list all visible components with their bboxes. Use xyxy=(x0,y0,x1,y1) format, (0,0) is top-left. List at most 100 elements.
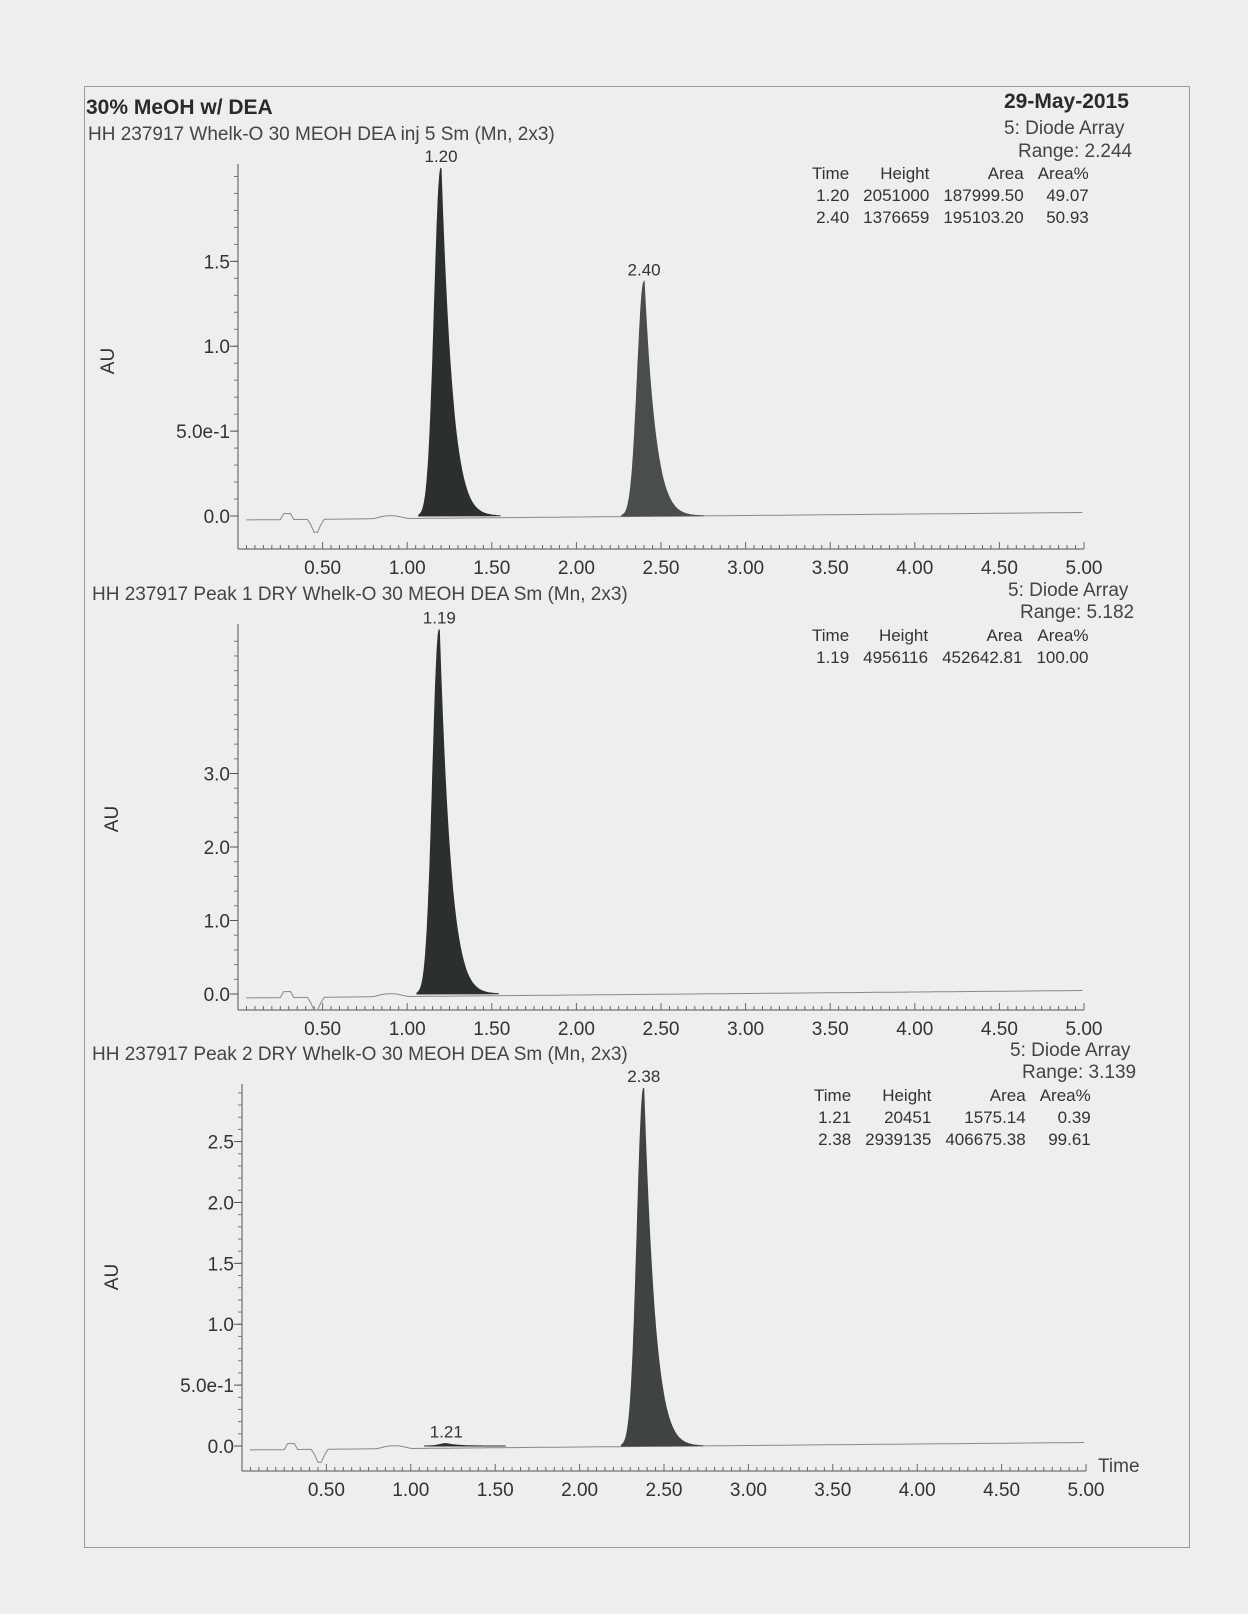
x-tick-label: 1.00 xyxy=(389,558,426,579)
x-tick-label: 3.00 xyxy=(727,558,764,579)
table-header-time: Time xyxy=(812,626,850,645)
chart-1-detector: 5: Diode Array xyxy=(1004,118,1125,139)
table-cell: 187999.50 xyxy=(943,186,1024,205)
report-title: 30% MeOH w/ DEA xyxy=(86,96,273,119)
y-tick-label: 2.0 xyxy=(204,838,230,859)
table-header-area: Area xyxy=(987,164,1024,183)
x-tick-label: 2.50 xyxy=(643,1019,680,1040)
x-tick-label: 4.00 xyxy=(899,1480,936,1501)
y-tick-label: 0.0 xyxy=(204,985,230,1006)
y-tick-label: 1.5 xyxy=(208,1254,234,1275)
x-tick-label: 4.00 xyxy=(896,1019,933,1040)
report-frame xyxy=(84,86,1190,1548)
table-cell: 2.38 xyxy=(818,1130,852,1149)
x-tick-label: 4.50 xyxy=(983,1480,1020,1501)
table-cell: 2051000 xyxy=(863,186,930,205)
x-tick-label: 3.50 xyxy=(812,1019,849,1040)
baseline-trace xyxy=(245,990,1083,1011)
y-tick-label: 5.0e-1 xyxy=(180,1376,234,1397)
x-tick-label: 2.00 xyxy=(561,1480,598,1501)
table-cell: 2.40 xyxy=(816,208,850,227)
table-cell: 406675.38 xyxy=(945,1130,1026,1149)
chart-2-peak-table: Time Height Area Area% 1.19 4956116 452642.81 1… xyxy=(798,624,1090,670)
chart-1-range: Range: 2.244 xyxy=(1018,141,1133,162)
chart-3-subtitle: HH 237917 Peak 2 DRY Whelk-O 30 MEOH DEA… xyxy=(92,1044,628,1065)
chart-2-range: Range: 5.182 xyxy=(1020,602,1135,623)
table-cell: 99.61 xyxy=(1048,1130,1091,1149)
table-cell: 1376659 xyxy=(863,208,930,227)
x-tick-label: 2.50 xyxy=(646,1480,683,1501)
chart-1-peak-table: Time Height Area Area% 1.20 2051000 187999.50 4… xyxy=(798,162,1091,230)
x-tick-label: 4.00 xyxy=(896,558,933,579)
chart-2-peak-label-1: 1.19 xyxy=(423,608,456,627)
chart-2-subtitle: HH 237917 Peak 1 DRY Whelk-O 30 MEOH DEA… xyxy=(92,584,628,605)
chart-3-peak-2 xyxy=(620,1087,704,1447)
x-tick-label: 1.00 xyxy=(389,1019,426,1040)
table-header-time: Time xyxy=(814,1086,852,1105)
table-row: 1.20 2051000 187999.50 49.07 xyxy=(800,186,1089,206)
table-row: 2.38 2939135 406675.38 99.61 xyxy=(802,1130,1091,1150)
x-tick-label: 0.50 xyxy=(304,558,341,579)
chart-3-peak-label-1: 1.21 xyxy=(430,1423,463,1442)
table-row: 1.19 4956116 452642.81 100.00 xyxy=(800,648,1088,668)
table-cell: 195103.20 xyxy=(943,208,1024,227)
y-tick-label: 1.0 xyxy=(208,1315,234,1336)
table-cell: 1.20 xyxy=(816,186,850,205)
x-tick-label: 0.50 xyxy=(308,1480,345,1501)
x-tick-label: 3.00 xyxy=(727,1019,764,1040)
table-cell: 2939135 xyxy=(865,1130,932,1149)
y-tick-label: 5.0e-1 xyxy=(176,422,230,443)
table-cell: 50.93 xyxy=(1046,208,1089,227)
y-tick-label: 1.0 xyxy=(204,337,230,358)
chart-1-peak-2 xyxy=(621,280,704,517)
table-header-height: Height xyxy=(878,626,929,645)
chart-2-detector: 5: Diode Array xyxy=(1008,580,1129,601)
table-header-area-pct: Area% xyxy=(1039,1086,1091,1105)
x-tick-label: 3.50 xyxy=(812,558,849,579)
table-header-area: Area xyxy=(989,1086,1026,1105)
y-tick-label: 3.0 xyxy=(204,765,230,786)
report-date: 29-May-2015 xyxy=(1004,90,1129,113)
table-cell: 49.07 xyxy=(1046,186,1089,205)
x-tick-label: 4.50 xyxy=(981,1019,1018,1040)
table-cell: 4956116 xyxy=(863,648,929,667)
table-cell: 452642.81 xyxy=(942,648,1023,667)
table-cell: 20451 xyxy=(884,1108,932,1127)
chart-1-peak-label-2: 2.40 xyxy=(628,261,661,280)
y-tick-label: 1.0 xyxy=(204,912,230,933)
table-header-area-pct: Area% xyxy=(1037,164,1089,183)
chart-3-peak-table: Time Height Area Area% 1.21 20451 1575.14 0.39 2… xyxy=(800,1084,1093,1152)
table-header-area: Area xyxy=(986,626,1023,645)
x-tick-label: 2.50 xyxy=(643,558,680,579)
chart-1-subtitle: HH 237917 Whelk-O 30 MEOH DEA inj 5 Sm (… xyxy=(88,124,555,145)
y-tick-label: 2.5 xyxy=(208,1133,234,1154)
x-tick-label: 5.00 xyxy=(1068,1480,1105,1501)
chart-3-xlabel: Time xyxy=(1098,1456,1140,1477)
x-tick-label: 5.00 xyxy=(1066,558,1103,579)
table-cell: 1.21 xyxy=(818,1108,852,1127)
y-tick-label: 2.0 xyxy=(208,1193,234,1214)
x-tick-label: 1.50 xyxy=(473,558,510,579)
table-cell: 1.19 xyxy=(816,648,850,667)
table-header-area-pct: Area% xyxy=(1037,626,1089,645)
y-tick-label: 1.5 xyxy=(204,252,230,273)
table-row: 1.21 20451 1575.14 0.39 xyxy=(802,1108,1091,1128)
chart-3-detector: 5: Diode Array xyxy=(1010,1040,1131,1061)
chart-2-peak-1 xyxy=(416,629,499,995)
x-tick-label: 1.50 xyxy=(477,1480,514,1501)
x-tick-label: 3.50 xyxy=(814,1480,851,1501)
chart-3-peak-label-2: 2.38 xyxy=(627,1067,660,1086)
table-header-height: Height xyxy=(882,1086,932,1105)
table-cell: 1575.14 xyxy=(964,1108,1026,1127)
chart-1-peak-label-1: 1.20 xyxy=(424,147,457,166)
chart-3-range: Range: 3.139 xyxy=(1022,1062,1137,1083)
x-tick-label: 3.00 xyxy=(730,1480,767,1501)
chart-3-peak-1 xyxy=(423,1443,506,1447)
y-tick-label: 0.0 xyxy=(208,1437,234,1458)
y-tick-label: 0.0 xyxy=(204,507,230,528)
chart-1-peak-1 xyxy=(418,167,501,517)
table-header-time: Time xyxy=(812,164,850,183)
table-cell: 0.39 xyxy=(1057,1108,1091,1127)
table-cell: 100.00 xyxy=(1036,648,1089,667)
